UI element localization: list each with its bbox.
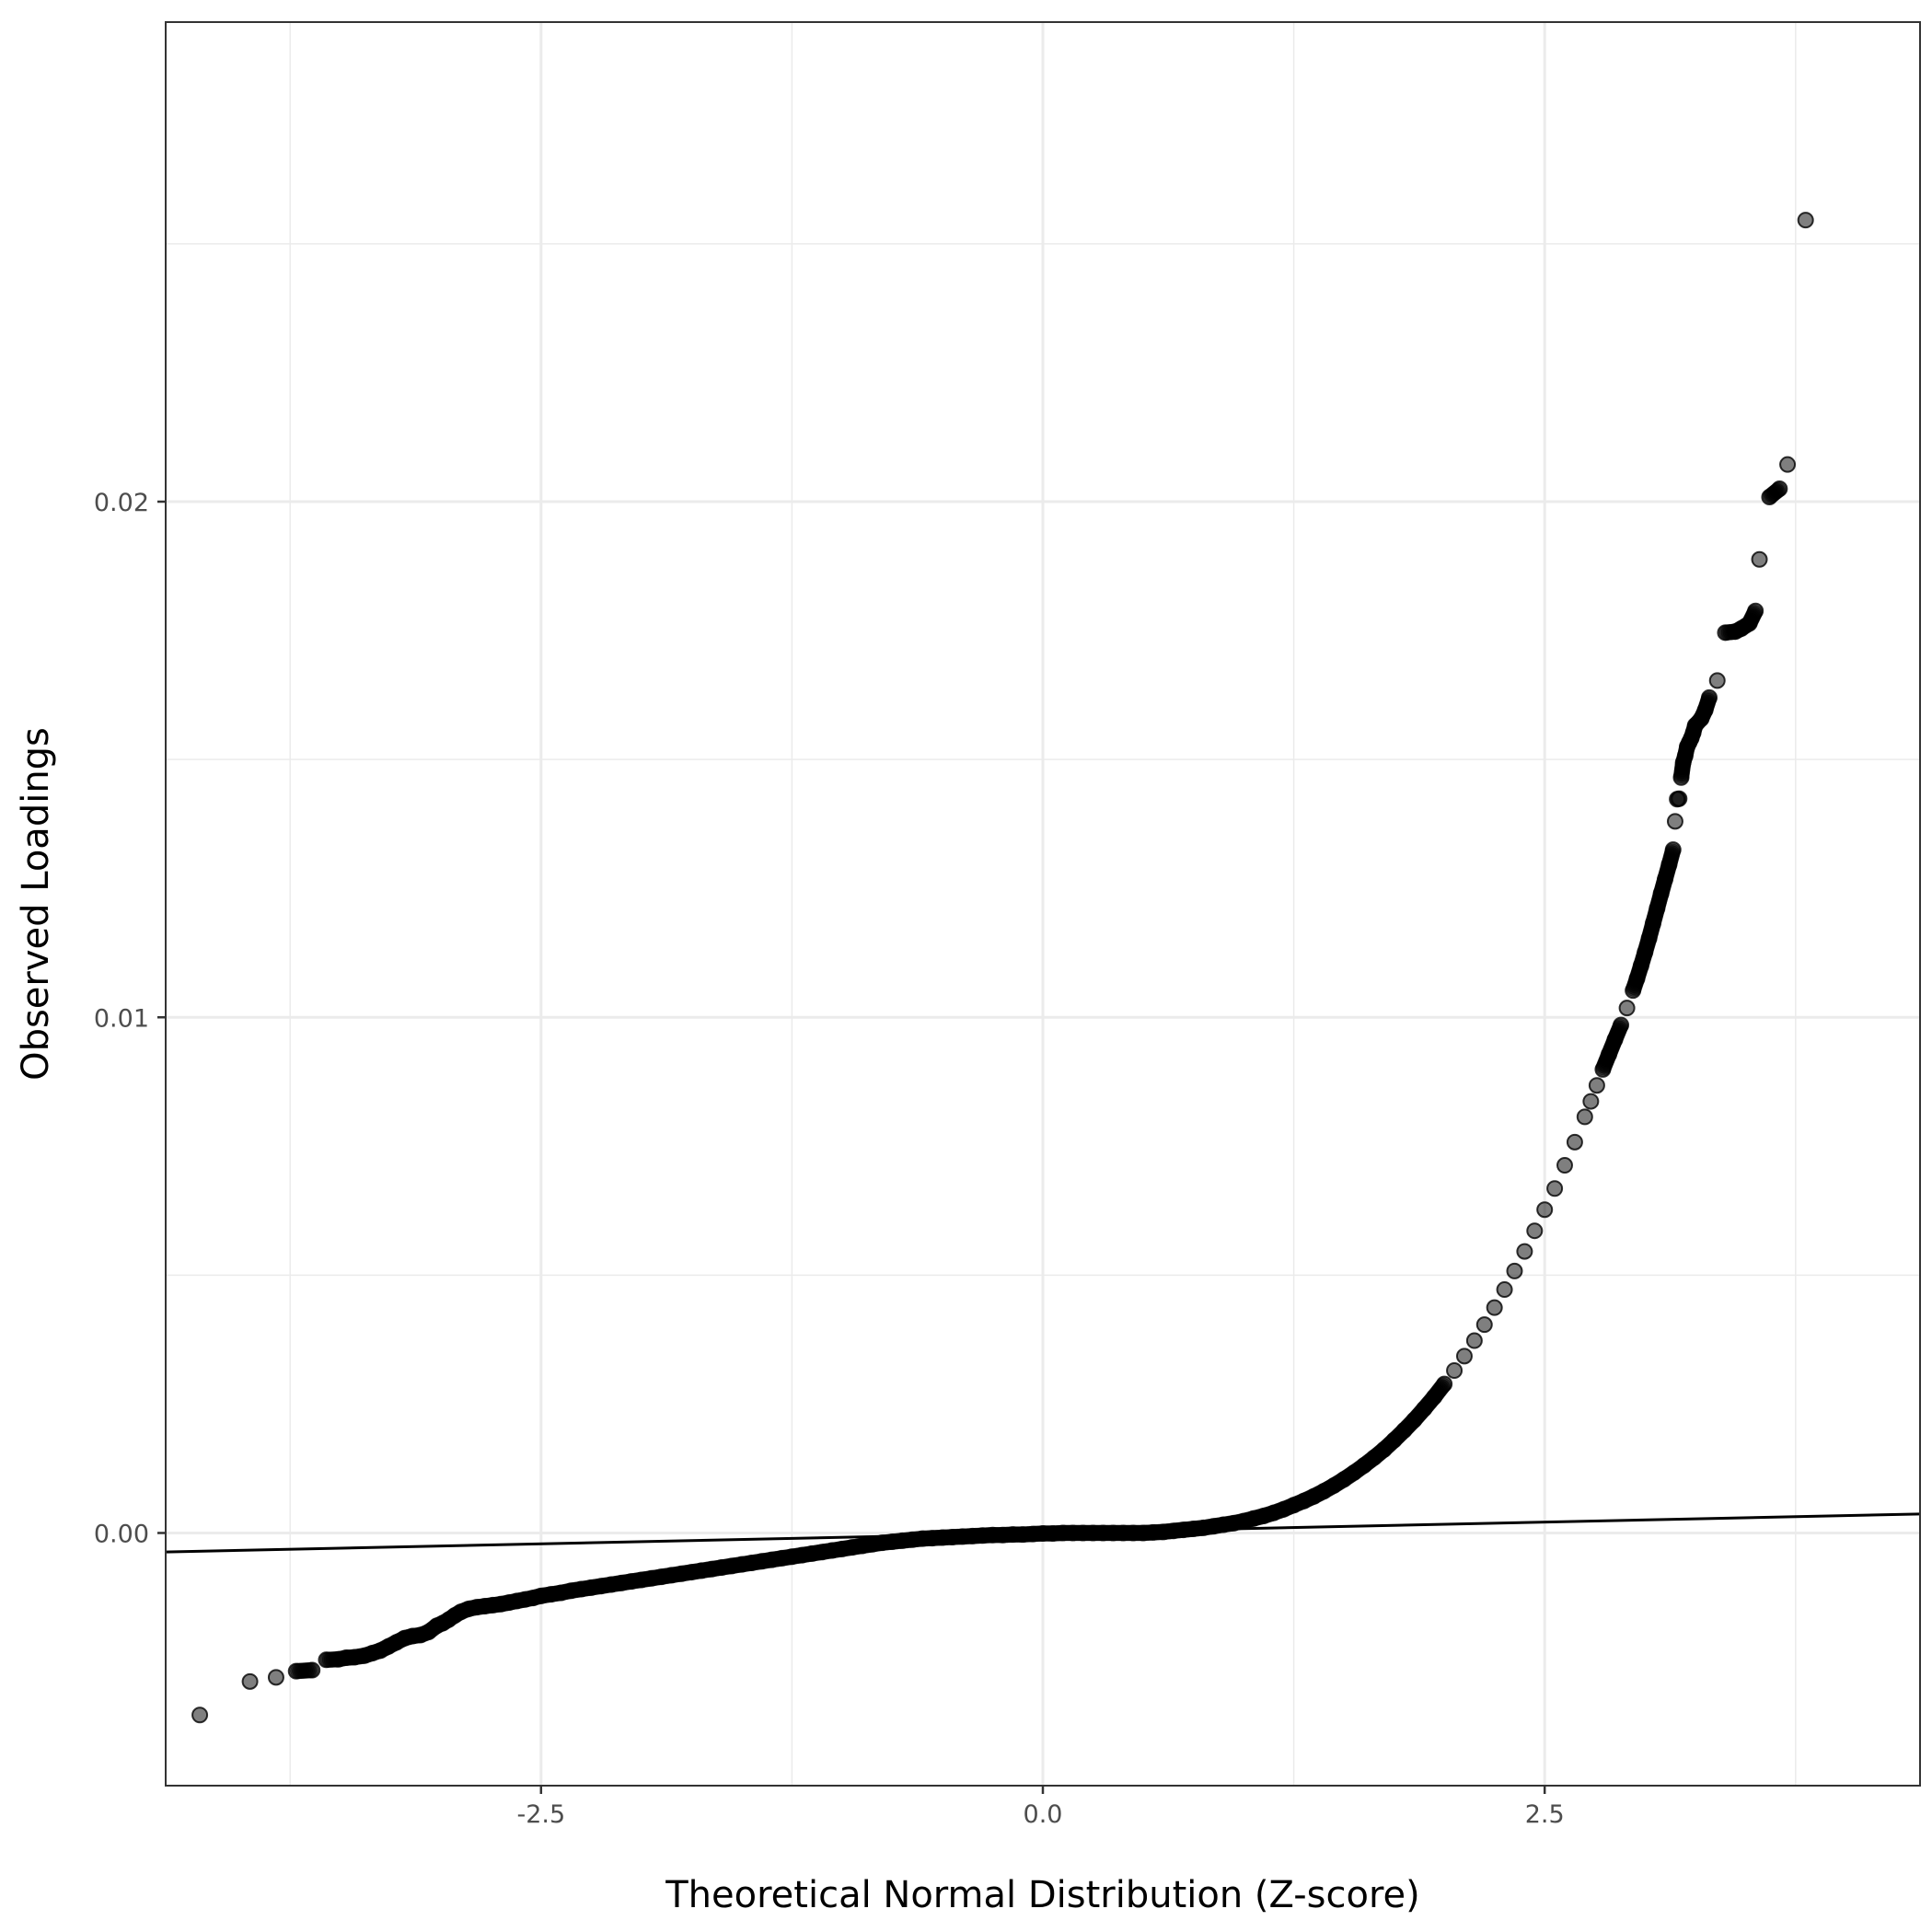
data-point: [1632, 957, 1649, 975]
reference-line: [165, 1512, 1921, 1554]
data-point: [1657, 871, 1674, 888]
data-point: [1446, 1362, 1463, 1380]
data-point: [1516, 1243, 1533, 1260]
data-point: [1375, 1440, 1393, 1458]
data-point: [1416, 1400, 1433, 1417]
data-point: [267, 1669, 284, 1686]
data-point: [1395, 1421, 1413, 1439]
data-point: [1671, 790, 1688, 807]
data-point: [287, 1662, 305, 1680]
data-point: [1751, 550, 1768, 568]
data-point: [1600, 1046, 1617, 1063]
data-point: [1797, 212, 1814, 229]
data-point: [304, 1661, 321, 1679]
data-point: [1576, 1108, 1593, 1126]
reference-line-layer: [165, 1512, 1921, 1554]
x-tick-label: 2.5: [1525, 1800, 1565, 1829]
data-point: [241, 1672, 259, 1690]
data-point: [1664, 841, 1682, 859]
data-point: [1640, 930, 1658, 947]
data-point: [1455, 1348, 1473, 1365]
data-point: [1566, 1133, 1583, 1151]
y-axis-title: Observed Loadings: [15, 727, 57, 1081]
data-point: [1637, 943, 1654, 961]
data-point: [1465, 1332, 1483, 1349]
data-point: [1649, 900, 1666, 918]
data-point: [1594, 1060, 1612, 1078]
data-point: [1666, 813, 1683, 830]
data-point: [1747, 602, 1764, 619]
data-point: [1506, 1262, 1523, 1279]
y-tick-label: 0.00: [94, 1520, 149, 1548]
data-point: [1475, 1316, 1493, 1334]
data-point: [1588, 1077, 1605, 1094]
data-point: [1606, 1031, 1624, 1048]
x-axis-ticks: -2.5 0.0 2.5: [516, 1786, 1565, 1829]
y-axis-ticks: 0.00 0.01 0.02: [94, 489, 166, 1548]
data-points: [191, 212, 1814, 1724]
data-point: [1546, 1180, 1564, 1197]
data-point: [1618, 1000, 1636, 1017]
data-point: [1660, 856, 1678, 873]
data-point: [1406, 1411, 1423, 1429]
x-tick-label: 0.0: [1024, 1800, 1063, 1829]
data-point: [1701, 688, 1718, 706]
data-point: [1652, 885, 1670, 902]
y-tick-label: 0.01: [94, 1004, 149, 1033]
data-point: [1582, 1093, 1600, 1110]
data-point: [1644, 915, 1661, 932]
data-point: [1613, 1016, 1630, 1034]
data-point: [1426, 1388, 1443, 1406]
data-point: [1672, 769, 1690, 786]
data-point: [1526, 1222, 1544, 1240]
x-tick-label: -2.5: [516, 1800, 565, 1829]
data-point: [1496, 1281, 1513, 1299]
x-axis-title: Theoretical Normal Distribution (Z-score…: [665, 1874, 1420, 1916]
data-point: [1385, 1431, 1403, 1449]
data-point: [1536, 1201, 1554, 1219]
data-point: [191, 1706, 209, 1724]
data-point: [1779, 456, 1797, 473]
data-point: [1486, 1299, 1503, 1316]
data-point: [1556, 1157, 1574, 1174]
data-point: [1436, 1375, 1453, 1393]
y-tick-label: 0.02: [94, 489, 149, 517]
data-point: [1771, 480, 1788, 498]
data-point: [1708, 672, 1726, 689]
